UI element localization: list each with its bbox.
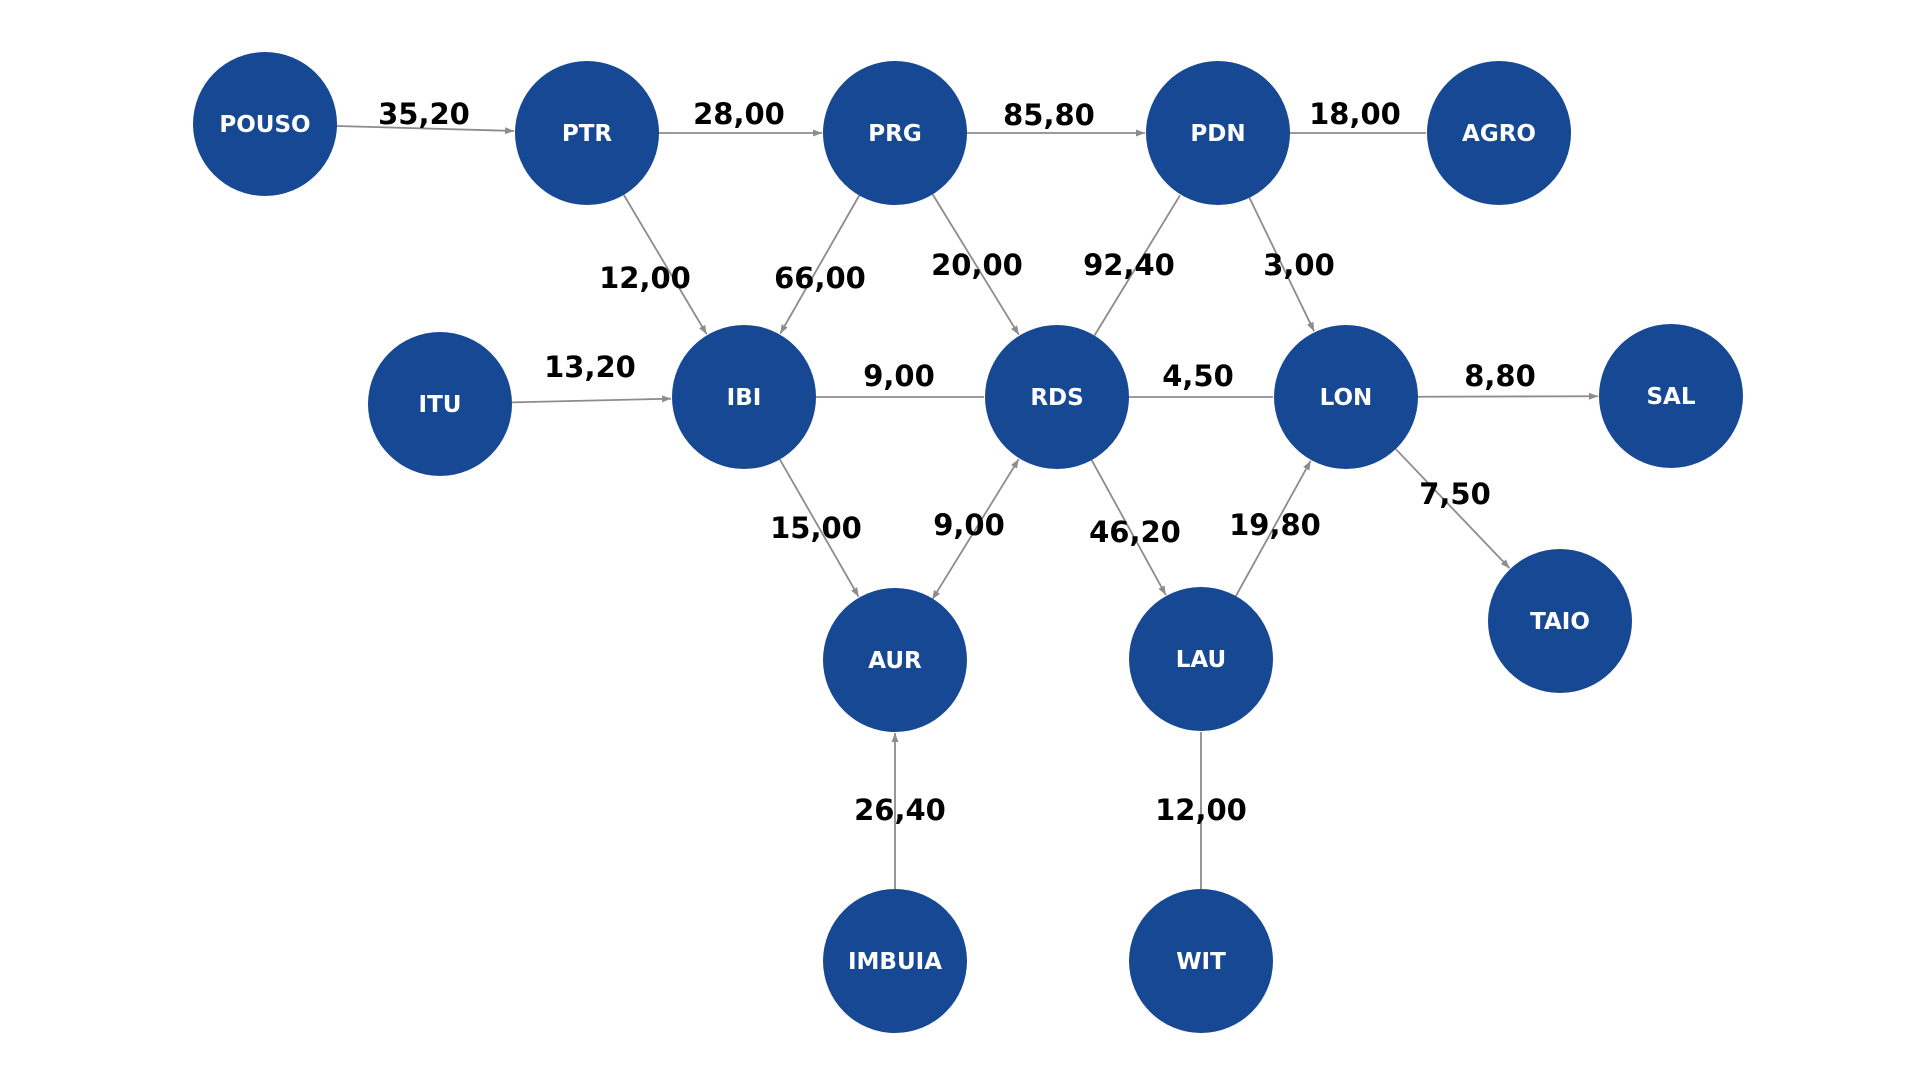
- node-label-aur: AUR: [868, 648, 922, 674]
- node-circle-pdn: [1146, 61, 1290, 205]
- node-imbuia: IMBUIA: [823, 889, 967, 1033]
- edge-prg-ibi: [779, 195, 861, 335]
- edge-label-itu-ibi: 13,20: [544, 350, 636, 384]
- node-label-rds: RDS: [1030, 385, 1083, 411]
- nodes-layer: POUSO PTR PRG PDN AGRO ITU IBI RDS LON SAL AUR LAU T…: [193, 52, 1743, 1033]
- node-agro: AGRO: [1427, 61, 1571, 205]
- node-label-lau: LAU: [1176, 647, 1226, 673]
- node-circle-wit: [1129, 889, 1273, 1033]
- node-circle-lau: [1129, 587, 1273, 731]
- edge-ibi-aur: [779, 458, 860, 598]
- node-circle-prg: [823, 61, 967, 205]
- node-label-itu: ITU: [419, 392, 462, 418]
- node-circle-sal: [1599, 324, 1743, 468]
- node-lau: LAU: [1129, 587, 1273, 731]
- node-circle-ibi: [672, 325, 816, 469]
- edge-rds-pdn: [1093, 194, 1181, 336]
- edge-label-pdn-agro: 18,00: [1309, 97, 1401, 131]
- node-lon: LON: [1274, 325, 1418, 469]
- edge-label-ibi-rds: 9,00: [863, 359, 935, 393]
- edge-label-lon-taio: 7,50: [1419, 477, 1491, 511]
- edge-rds-lau: [1090, 459, 1167, 596]
- node-ptr: PTR: [515, 61, 659, 205]
- node-wit: WIT: [1129, 889, 1273, 1033]
- edge-label-lau-lon: 19,80: [1229, 508, 1321, 542]
- node-circle-taio: [1488, 549, 1632, 693]
- node-prg: PRG: [823, 61, 967, 205]
- node-label-agro: AGRO: [1462, 121, 1536, 147]
- edge-lau-lon: [1235, 460, 1312, 597]
- node-label-pdn: PDN: [1190, 121, 1245, 147]
- node-itu: ITU: [368, 332, 512, 476]
- node-circle-lon: [1274, 325, 1418, 469]
- node-circle-pouso: [193, 52, 337, 196]
- node-ibi: IBI: [672, 325, 816, 469]
- node-circle-aur: [823, 588, 967, 732]
- node-label-pouso: POUSO: [219, 112, 310, 138]
- node-rds: RDS: [985, 325, 1129, 469]
- node-circle-agro: [1427, 61, 1571, 205]
- node-circle-imbuia: [823, 889, 967, 1033]
- node-label-ibi: IBI: [727, 385, 762, 411]
- edge-label-prg-pdn: 85,80: [1003, 98, 1095, 132]
- node-taio: TAIO: [1488, 549, 1632, 693]
- edge-label-pdn-lon: 3,00: [1263, 248, 1335, 282]
- edge-labels-layer: 35,20 28,00 85,80 18,00 12,00 66,00 20,00 92,40…: [378, 97, 1536, 827]
- node-label-imbuia: IMBUIA: [848, 949, 942, 975]
- edge-label-ibi-aur: 15,00: [770, 511, 862, 545]
- edge-label-ptr-ibi: 12,00: [599, 261, 691, 295]
- node-label-taio: TAIO: [1530, 609, 1590, 635]
- node-circle-itu: [368, 332, 512, 476]
- edge-label-lon-sal: 8,80: [1464, 359, 1536, 393]
- node-pouso: POUSO: [193, 52, 337, 196]
- edge-label-aur-rds: 9,00: [933, 508, 1005, 542]
- edge-label-rds-lon: 4,50: [1162, 359, 1234, 393]
- node-label-lon: LON: [1320, 385, 1373, 411]
- node-label-ptr: PTR: [562, 121, 613, 147]
- edge-lon-taio: [1395, 448, 1511, 569]
- node-circle-rds: [985, 325, 1129, 469]
- node-label-wit: WIT: [1176, 949, 1226, 975]
- edges-layer: [336, 125, 1599, 889]
- edge-ptr-ibi: [623, 194, 708, 335]
- edge-label-prg-ibi: 66,00: [774, 261, 866, 295]
- node-label-prg: PRG: [868, 121, 921, 147]
- node-label-sal: SAL: [1646, 384, 1695, 410]
- edge-label-pouso-ptr: 35,20: [378, 97, 470, 131]
- edge-pouso-ptr: [336, 125, 515, 135]
- edge-label-ptr-prg: 28,00: [693, 97, 785, 131]
- edge-label-imbuia-aur: 26,40: [854, 793, 946, 827]
- edge-itu-ibi: [511, 395, 672, 404]
- node-sal: SAL: [1599, 324, 1743, 468]
- edge-label-prg-rds: 20,00: [931, 248, 1023, 282]
- node-pdn: PDN: [1146, 61, 1290, 205]
- node-aur: AUR: [823, 588, 967, 732]
- edge-aur-rds: [931, 458, 1020, 600]
- edge-prg-rds: [931, 193, 1020, 336]
- edge-label-rds-pdn: 92,40: [1083, 248, 1175, 282]
- node-circle-ptr: [515, 61, 659, 205]
- edge-lon-sal: [1417, 392, 1599, 400]
- edge-label-rds-lau: 46,20: [1089, 515, 1181, 549]
- edge-label-wit-lau: 12,00: [1155, 793, 1247, 827]
- edge-pdn-lon: [1248, 197, 1315, 332]
